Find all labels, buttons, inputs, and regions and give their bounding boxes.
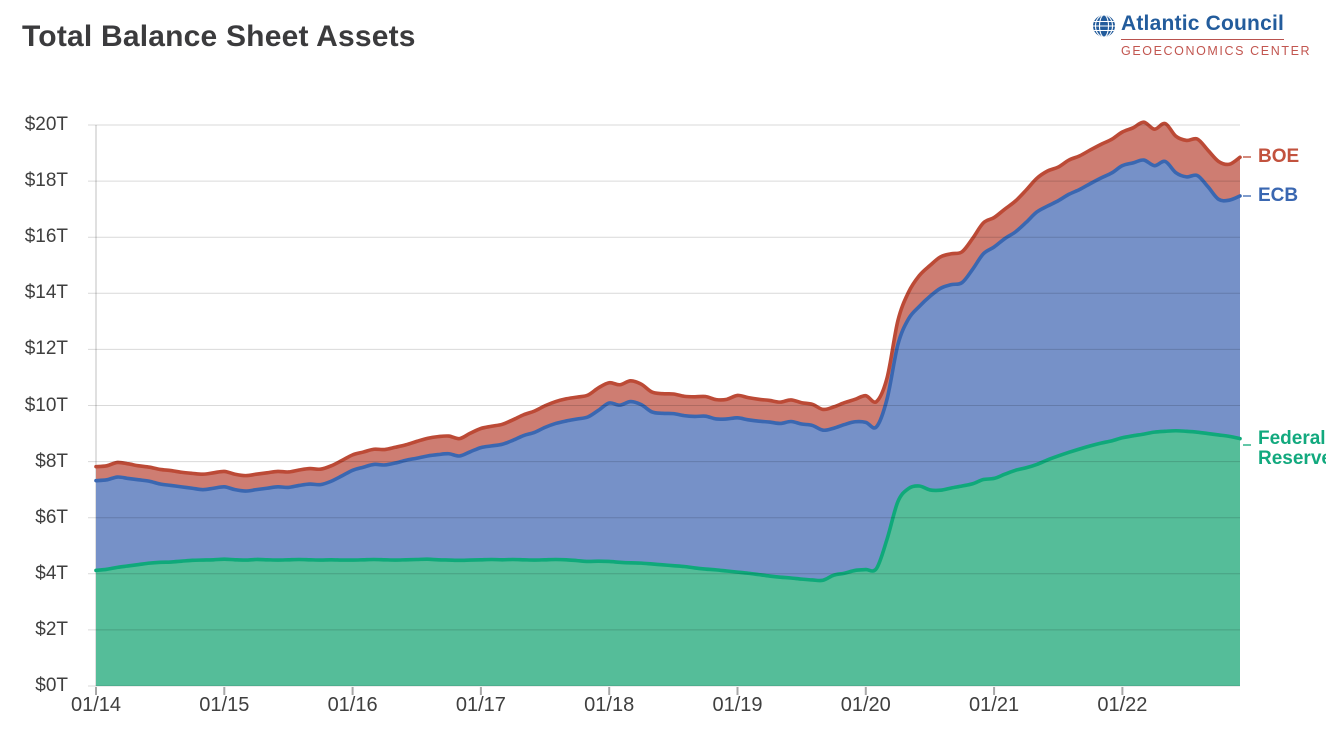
x-axis-label: 01/20 (840, 694, 891, 716)
y-axis-label: $20T (24, 114, 68, 135)
y-axis-label: $12T (24, 338, 68, 360)
globe-icon (1093, 15, 1115, 37)
y-axis-label: $8T (35, 450, 68, 472)
legend-label: BOE (1258, 146, 1300, 168)
y-axis-label: $6T (35, 506, 68, 528)
legend-entry-federal-reserve: Federal Reserve (1243, 427, 1326, 469)
x-axis-label: 01/21 (969, 694, 1020, 716)
x-axis-label: 01/15 (199, 694, 250, 716)
y-axis-label: $14T (24, 282, 68, 304)
x-axis-label: 01/19 (712, 694, 763, 716)
legend-entry-boe: BOE (1243, 146, 1326, 168)
logo-center-name: GEOECONOMICS CENTER (1121, 44, 1312, 58)
x-axis-label: 01/18 (584, 694, 635, 716)
y-axis-label: $16T (24, 226, 68, 248)
logo-divider (1121, 39, 1284, 40)
legend-entry-ecb: ECB (1243, 184, 1326, 206)
y-axis-label: $4T (35, 562, 68, 584)
y-axis-label: $10T (24, 394, 68, 416)
legend-label: ECB (1258, 184, 1299, 206)
x-axis-label: 01/14 (70, 694, 122, 716)
x-axis-label: 01/16 (327, 694, 378, 716)
atlantic-council-logo: Atlantic Council GEOECONOMICS CENTER (1092, 12, 1312, 58)
logo-org-name: Atlantic Council (1121, 12, 1285, 35)
legend-dash-icon (1243, 156, 1251, 159)
legend-dash-icon (1243, 443, 1251, 446)
y-axis-label: $0T (35, 675, 68, 696)
legend-label: Federal Reserve (1258, 427, 1326, 469)
x-axis-label: 01/22 (1097, 694, 1148, 716)
y-axis-label: $2T (35, 618, 68, 640)
x-axis-label: 01/17 (455, 694, 506, 716)
page-title: Total Balance Sheet Assets (22, 20, 416, 53)
y-axis-label: $18T (24, 170, 68, 192)
legend-dash-icon (1243, 194, 1251, 197)
